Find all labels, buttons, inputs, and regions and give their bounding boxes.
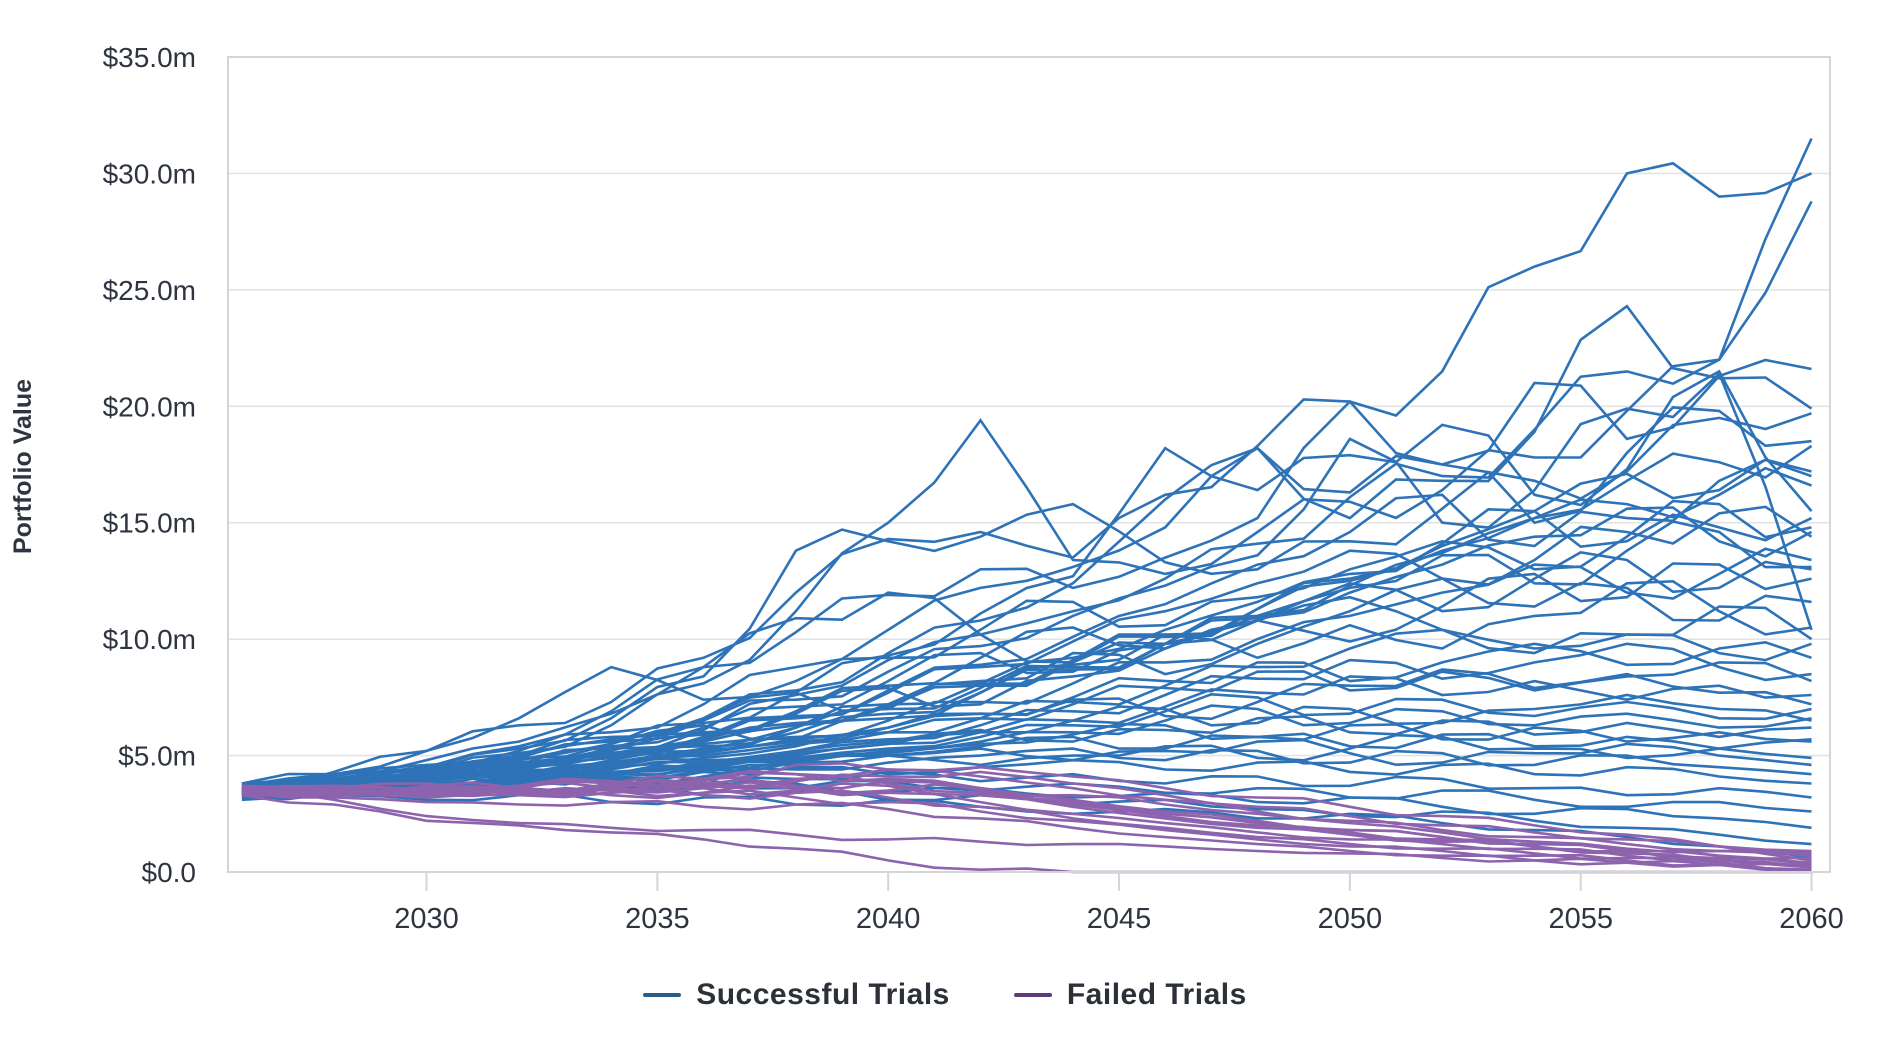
y-tick-label: $25.0m xyxy=(103,275,196,306)
trial-line-failed xyxy=(241,791,1812,871)
y-tick-label: $20.0m xyxy=(103,391,196,422)
failed-trials-line-swatch xyxy=(1013,993,1052,997)
trial-line-successful xyxy=(241,715,1812,790)
x-tick-label: 2055 xyxy=(1548,903,1613,935)
trial-line-successful xyxy=(241,458,1812,792)
portfolio-chart: 2030 2035 2040 2045 2050 2055 2060 $35.0m $30.0m… xyxy=(103,42,1844,935)
chart-legend: Successful Trials Failed Trials xyxy=(0,978,1890,1012)
y-tick-label: $35.0m xyxy=(103,42,196,73)
trial-line-successful xyxy=(241,161,1813,788)
x-tick-label: 2045 xyxy=(1087,903,1152,935)
trial-line-successful xyxy=(241,577,1812,790)
y-tick-label: $0.0 xyxy=(142,857,197,888)
y-axis-title-text: Portfolio Value xyxy=(9,378,38,554)
y-tick-label: $30.0m xyxy=(103,158,196,189)
trial-line-successful xyxy=(241,738,1812,790)
successful-trials-line-swatch xyxy=(643,993,682,997)
legend-label-failed-trials: Failed Trials xyxy=(1066,978,1247,1011)
y-tick-label: $5.0m xyxy=(118,741,196,772)
trial-line-successful xyxy=(241,412,1812,795)
axis-ticks: 2030 2035 2040 2045 2050 2055 2060 $35.0m $30.0m… xyxy=(103,42,1844,935)
trial-line-failed xyxy=(241,789,1812,869)
trial-line-successful xyxy=(241,499,1812,790)
y-tick-label: $15.0m xyxy=(103,508,196,539)
plot-border xyxy=(227,56,1831,873)
y-tick-label: $10.0m xyxy=(103,624,196,655)
trial-line-successful xyxy=(241,758,1812,792)
x-tick-label: 2035 xyxy=(625,903,690,935)
trial-line-failed xyxy=(241,781,1812,867)
trial-line-successful xyxy=(241,399,1812,790)
x-tick-label: 2060 xyxy=(1779,903,1844,935)
trial-line-successful xyxy=(241,579,1812,793)
trial-line-successful xyxy=(241,137,1813,792)
x-tick-label: 2030 xyxy=(394,903,459,935)
trial-line-successful xyxy=(241,733,1812,796)
legend-label-successful-trials: Successful Trials xyxy=(696,978,950,1011)
trial-line-successful xyxy=(241,466,1812,790)
trial-line-successful xyxy=(241,668,1812,790)
x-tick-label: 2050 xyxy=(1318,903,1383,935)
legend-item-successful-trials[interactable]: Successful Trials xyxy=(643,978,950,1012)
legend-item-failed-trials[interactable]: Failed Trials xyxy=(1013,978,1247,1012)
trial-line-successful xyxy=(241,358,1812,785)
trial-lines xyxy=(241,137,1813,874)
x-tick-label: 2040 xyxy=(856,903,921,935)
